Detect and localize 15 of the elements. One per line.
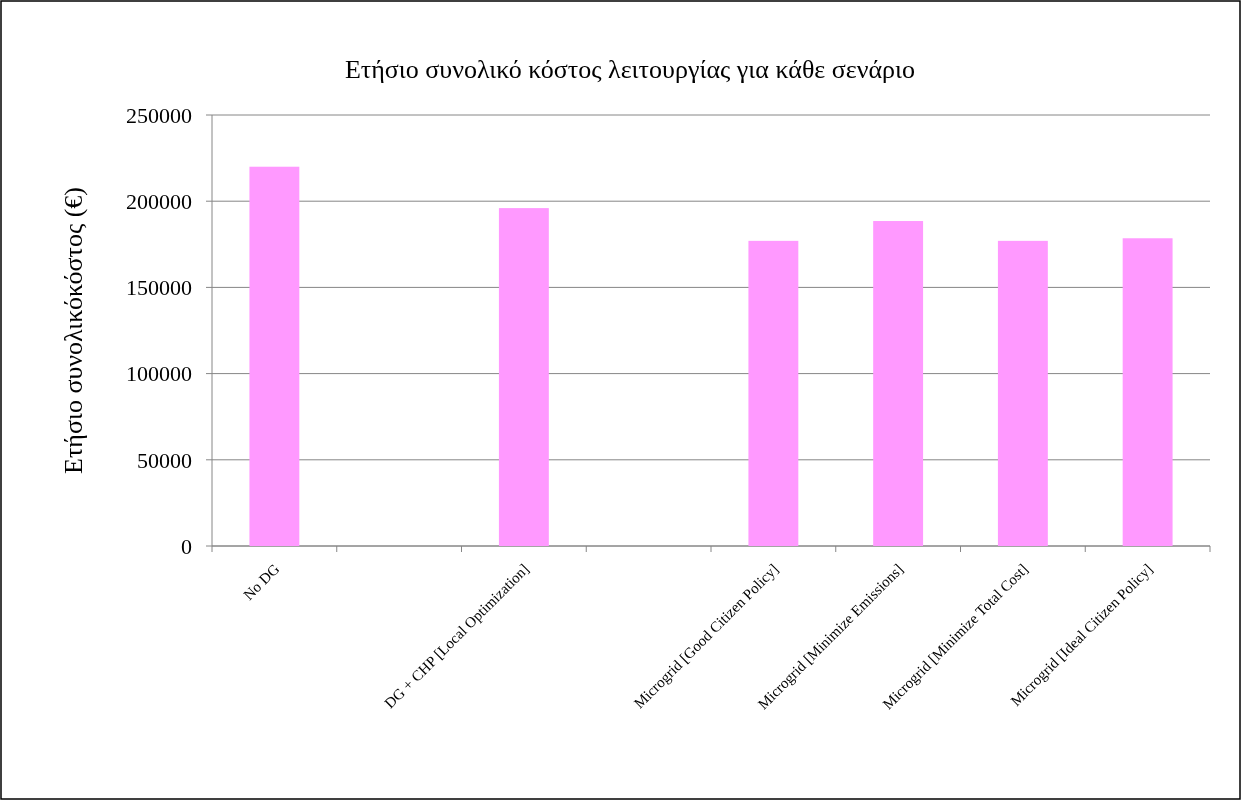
bar	[498, 208, 549, 546]
y-tick-label: 0	[181, 533, 192, 559]
bar	[249, 166, 300, 546]
y-tick-label: 250000	[126, 102, 192, 128]
y-tick-label: 50000	[137, 447, 192, 473]
y-tick-label: 150000	[126, 275, 192, 301]
y-tick-label: 200000	[126, 188, 192, 214]
x-tick-label: No DG	[240, 560, 283, 604]
y-tick-label: 100000	[126, 361, 192, 387]
bar	[873, 221, 924, 546]
bar	[997, 240, 1048, 546]
bar	[748, 240, 799, 546]
bar	[1122, 238, 1173, 546]
chart-title: Ετήσιο συνολικό κόστος λειτουργίας για κάθε σενάριο	[344, 55, 916, 84]
y-axis-title: Ετήσιο συνολικόκόστος (€)	[59, 186, 88, 475]
